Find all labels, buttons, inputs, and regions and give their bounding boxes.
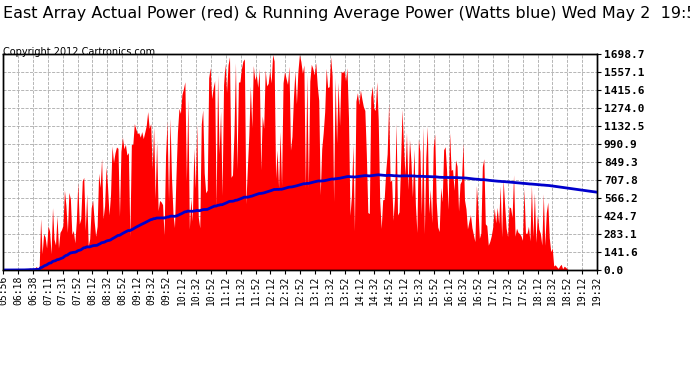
Text: East Array Actual Power (red) & Running Average Power (Watts blue) Wed May 2  19: East Array Actual Power (red) & Running … <box>3 6 690 21</box>
Text: Copyright 2012 Cartronics.com: Copyright 2012 Cartronics.com <box>3 47 155 57</box>
